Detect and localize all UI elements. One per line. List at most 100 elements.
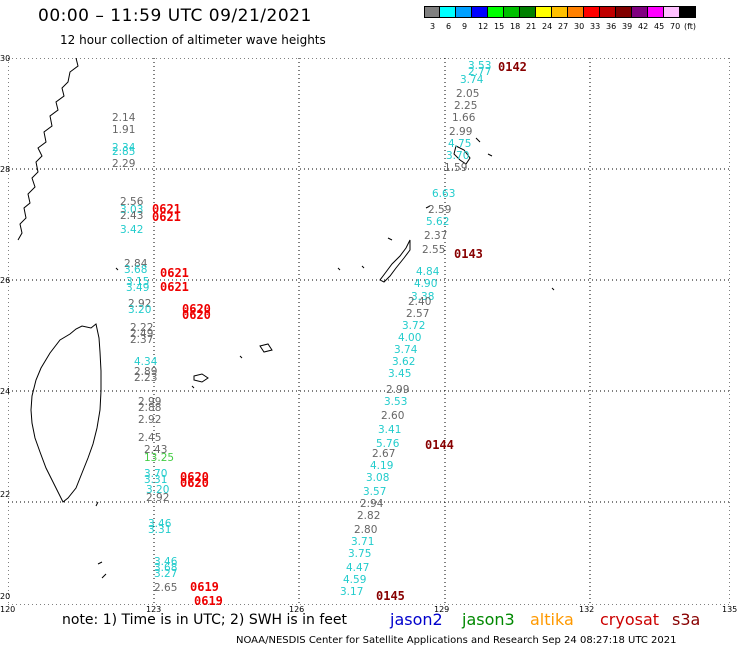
lon-label: 132 [579, 605, 595, 614]
wave-height-label: 3.70 [446, 150, 469, 162]
legend-label: 6 [446, 22, 452, 31]
wave-height-label: 3.20 [128, 304, 151, 316]
pass-time-label: 0619 [190, 580, 219, 594]
wave-height-label: 2.05 [456, 88, 479, 100]
legend-label: 70 [670, 22, 681, 31]
wave-height-label: 3.20 [146, 484, 169, 496]
wave-height-label: 3.53 [468, 60, 491, 72]
lat-label: 30 [0, 54, 11, 63]
wave-height-label: 2.92 [146, 492, 169, 504]
wave-height-label: 3.31 [148, 524, 171, 536]
wave-height-label: 3.41 [378, 424, 401, 436]
wave-height-label: 3.42 [120, 224, 143, 236]
wave-height-label: 3.68 [154, 562, 177, 574]
wave-height-label: 3.70 [144, 468, 167, 480]
legend-label: 39 [622, 22, 633, 31]
wave-height-label: 2.43 [120, 210, 143, 222]
satellite-name: jason3 [462, 610, 515, 629]
wave-height-label: 2.65 [154, 582, 177, 594]
wave-height-label: 4.75 [448, 138, 471, 150]
wave-height-label: 3.27 [154, 568, 177, 580]
map-subtitle: 12 hour collection of altimeter wave hei… [60, 33, 326, 47]
wave-height-label: 1.59 [444, 162, 467, 174]
wave-height-label: 3.57 [363, 486, 386, 498]
pass-time-labels: 0142014301440145062106210621062106200620… [152, 60, 527, 605]
wave-height-label: 2.59 [428, 204, 451, 216]
color-legend [424, 6, 696, 18]
wave-height-label: 2.43 [144, 444, 167, 456]
wave-height-label: 2.92 [138, 414, 161, 426]
pass-time-label: 0621 [160, 266, 189, 280]
wave-height-label: 2.85 [112, 146, 135, 158]
okinawa-island [379, 239, 411, 283]
wave-height-label: 4.34 [134, 356, 158, 368]
satellite-name: cryosat [600, 610, 660, 629]
pass-time-label: 0620 [180, 476, 209, 490]
wave-height-label: 2.40 [408, 296, 431, 308]
legend-swatch [456, 6, 472, 18]
amami-island [453, 145, 471, 165]
pass-time-label: 0620 [182, 302, 211, 316]
wave-height-label: 4.59 [343, 574, 366, 586]
notes-text: note: 1) Time is in UTC; 2) SWH is in fe… [62, 612, 348, 628]
lon-label: 135 [722, 605, 738, 614]
legend-swatch [632, 6, 648, 18]
wave-height-label: 3.46 [154, 556, 178, 568]
legend-label: 45 [654, 22, 665, 31]
wave-height-label: 3.46 [148, 518, 172, 530]
wave-height-label: 2.88 [138, 402, 161, 414]
wave-height-label: 3.62 [392, 356, 415, 368]
legend-label: 24 [542, 22, 553, 31]
wave-height-label: 2.99 [138, 396, 161, 408]
legend-swatch [504, 6, 520, 18]
small-islands [95, 137, 555, 579]
wave-height-label: 6.63 [432, 188, 455, 200]
legend-swatch [584, 6, 600, 18]
legend-label: 12 [478, 22, 489, 31]
wave-height-label: 2.82 [357, 510, 380, 522]
wave-height-label: 3.03 [120, 204, 143, 216]
wave-height-label: 2.67 [372, 448, 395, 460]
legend-label: 9 [462, 22, 468, 31]
wave-height-label: 3.38 [411, 291, 434, 303]
wave-height-label: 2.56 [120, 196, 144, 208]
wave-height-label: 1.91 [112, 124, 135, 136]
wave-height-label: 13.25 [144, 452, 174, 464]
wave-height-label: 2.25 [454, 100, 477, 112]
pass-time-label: 0145 [376, 589, 405, 603]
pass-time-label: 0621 [152, 202, 181, 216]
wave-height-label: 3.17 [340, 586, 363, 598]
satellite-name: altika [530, 610, 574, 629]
lat-label: 24 [0, 387, 11, 396]
legend-swatch [520, 6, 536, 18]
wave-height-label: 3.74 [394, 344, 418, 356]
wave-height-label: 3.31 [144, 474, 167, 486]
coastlines [17, 58, 555, 579]
pass-time-label: 0621 [152, 210, 181, 224]
wave-height-label: 2.99 [386, 384, 409, 396]
legend-swatch [552, 6, 568, 18]
wave-height-label: 3.45 [388, 368, 411, 380]
legend-swatch [472, 6, 488, 18]
wave-height-label: 2.94 [360, 498, 384, 510]
wave-height-label: 2.29 [112, 158, 135, 170]
legend-label: 18 [510, 22, 521, 31]
legend-label: 36 [606, 22, 617, 31]
pass-time-label: 0619 [194, 594, 223, 605]
wave-height-label: 3.15 [126, 276, 149, 288]
legend-label: (ft) [684, 22, 697, 31]
legend-label: 30 [574, 22, 585, 31]
pass-time-label: 0620 [182, 308, 211, 322]
map-grid [8, 58, 730, 605]
lat-label: 20 [0, 592, 11, 601]
lat-label: 22 [0, 490, 11, 499]
legend-swatch [648, 6, 664, 18]
pass-time-label: 0144 [425, 438, 454, 452]
pass-time-label: 0143 [454, 247, 483, 261]
china-coast [17, 58, 79, 241]
wave-height-label: 1.66 [452, 112, 476, 124]
wave-height-label: 2.23 [134, 372, 157, 384]
wave-height-values: 3.532.773.742.052.251.662.994.753.701.59… [112, 60, 491, 598]
legend-swatch [536, 6, 552, 18]
wave-height-label: 3.75 [348, 548, 371, 560]
